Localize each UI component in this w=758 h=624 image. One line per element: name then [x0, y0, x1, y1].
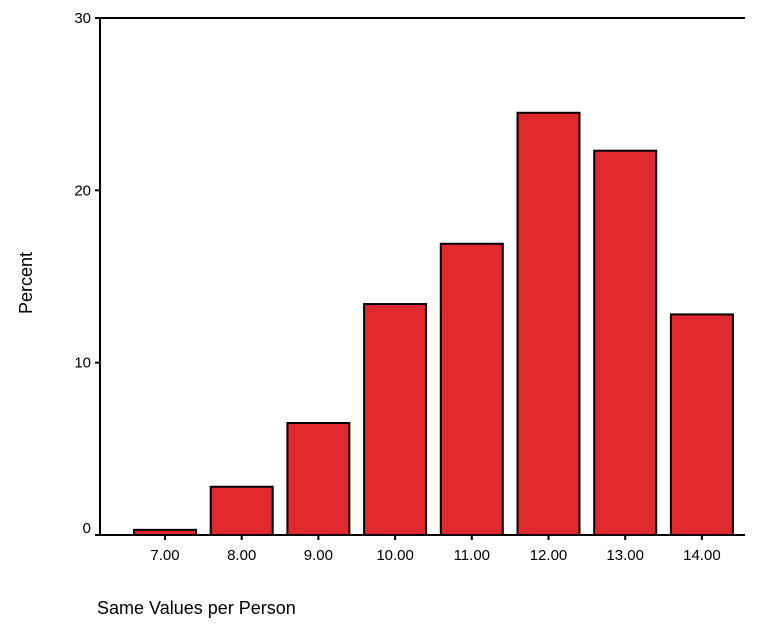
- y-tick-label: 0: [83, 520, 91, 537]
- bar-10.00: [363, 303, 428, 536]
- y-tick-label: 10: [74, 355, 91, 372]
- x-tick-label: 11.00: [454, 547, 490, 564]
- bar-12.00: [516, 111, 581, 537]
- y-tick-label: 30: [74, 10, 91, 27]
- bar-8.00: [209, 485, 274, 537]
- x-tick-label: 8.00: [227, 547, 256, 564]
- bar-13.00: [593, 149, 658, 537]
- y-axis-title: Percent: [16, 252, 36, 314]
- x-tick-label: 13.00: [606, 547, 644, 564]
- y-tick-label: 20: [74, 182, 91, 199]
- x-tick-label: 7.00: [150, 547, 179, 564]
- bar-9.00: [286, 421, 351, 537]
- y-ticks-group: 0 10 20 30: [74, 10, 100, 537]
- bar-11.00: [439, 242, 504, 537]
- x-tick-label: 10.00: [376, 547, 414, 564]
- bar-7.00: [133, 528, 197, 537]
- bars-group: [133, 111, 734, 537]
- x-tick-label: 14.00: [683, 547, 721, 564]
- x-tick-label: 9.00: [304, 547, 333, 564]
- x-tick-label: 12.00: [530, 547, 568, 564]
- x-ticks-group: 7.00 8.00 9.00 10.00 11.00 12.00 13.00 14.00: [150, 535, 721, 564]
- plot-area: 0 10 20 30 7.00 8.00 9.00 10.00 11.00 12.00 13.00…: [74, 10, 745, 564]
- x-axis-title: Same Values per Person: [97, 598, 296, 618]
- bar-14.00: [669, 313, 734, 536]
